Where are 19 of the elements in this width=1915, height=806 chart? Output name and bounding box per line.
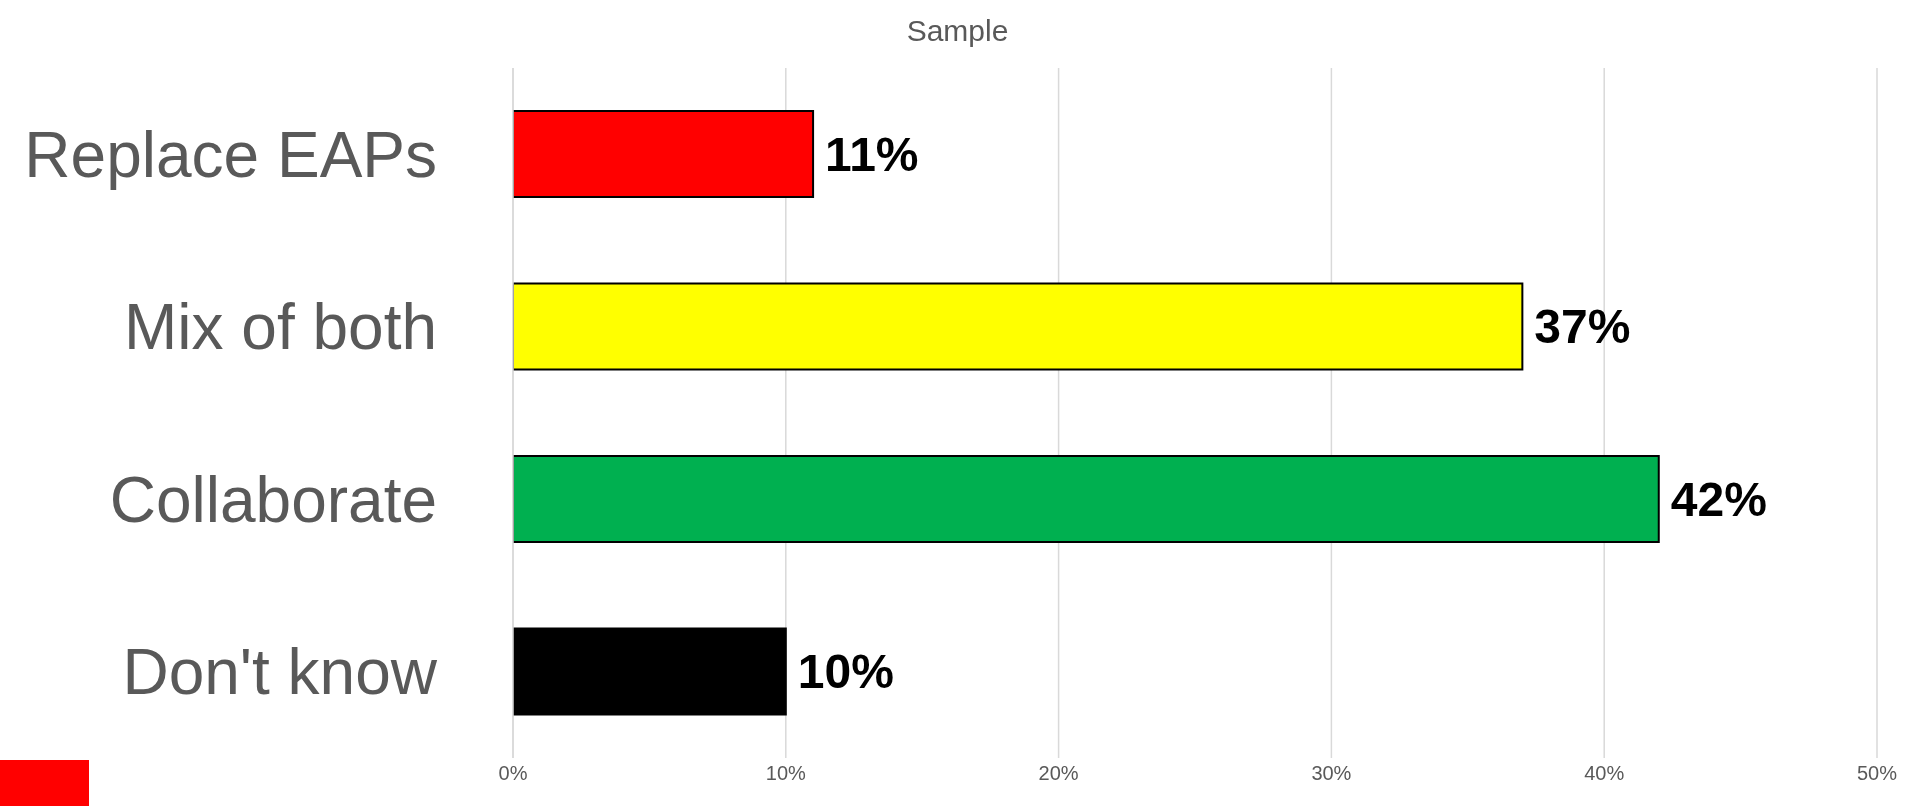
bar <box>513 455 1660 543</box>
x-tick-label: 40% <box>1584 762 1625 785</box>
y-tick-label: Collaborate <box>109 463 437 536</box>
y-tick-label: Mix of both <box>123 291 437 364</box>
x-tick-label: 0% <box>498 762 528 785</box>
bar <box>513 110 815 198</box>
x-tick-label: 20% <box>1038 762 1079 785</box>
data-label: 10% <box>797 645 894 699</box>
x-tick-label: 30% <box>1311 762 1352 785</box>
bar <box>513 282 1524 371</box>
x-tick-label: 50% <box>1856 762 1898 785</box>
data-label: 42% <box>1670 472 1767 526</box>
data-label: 37% <box>1534 300 1631 354</box>
data-label: 11% <box>825 127 919 181</box>
bar <box>513 627 787 716</box>
y-tick-label: Don't know <box>122 636 438 709</box>
chart-title: Sample <box>905 14 1010 48</box>
y-tick-label: Replace EAPs <box>24 118 437 191</box>
x-tick-label: 10% <box>765 762 807 785</box>
